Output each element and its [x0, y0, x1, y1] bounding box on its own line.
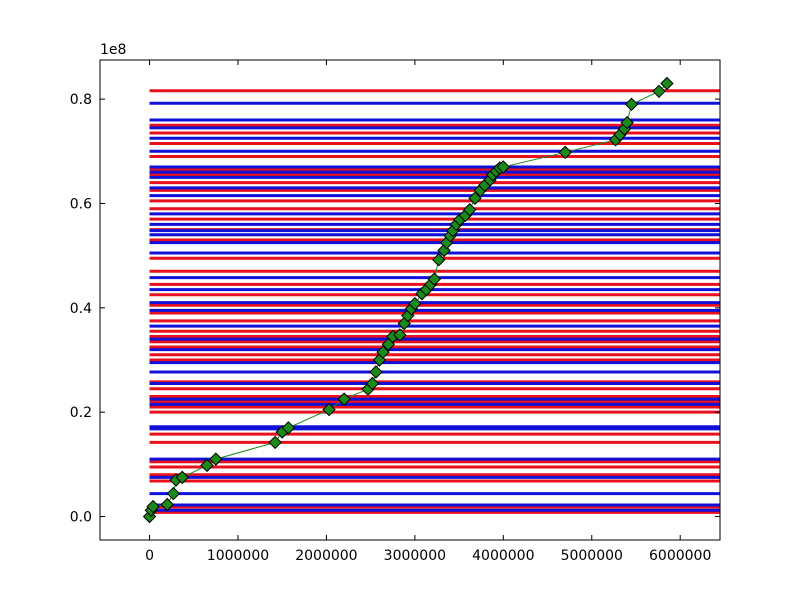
x-tick-label: 4000000 — [472, 548, 534, 564]
y-tick-label: 0.8 — [70, 92, 92, 108]
x-tick-label: 1000000 — [207, 548, 269, 564]
x-tick-label: 0 — [145, 548, 154, 564]
series-line-group — [149, 83, 668, 517]
data-point — [624, 97, 639, 112]
data-point — [660, 76, 674, 91]
x-tick-label: 2000000 — [295, 548, 357, 564]
data-point — [268, 435, 282, 450]
hlines-group — [149, 89, 720, 514]
y-offset-label: 1e8 — [100, 42, 126, 58]
data-point — [558, 145, 572, 160]
series-line — [149, 83, 668, 517]
x-axis-ticks: 0 1000000 2000000 3000000 4000000 5000000 6000… — [145, 60, 711, 564]
y-tick-label: 0.6 — [70, 196, 92, 212]
x-tick-label: 6000000 — [649, 548, 711, 564]
data-point — [376, 345, 390, 359]
y-tick-label: 0.4 — [70, 301, 92, 317]
data-point — [166, 486, 181, 501]
data-point — [393, 328, 407, 342]
data-point — [365, 376, 380, 391]
plot-frame — [99, 59, 721, 541]
data-point — [427, 272, 442, 286]
data-point — [462, 203, 477, 217]
data-point — [468, 191, 482, 205]
y-tick-label: 0.0 — [70, 510, 92, 526]
y-axis-ticks: 0.0 0.2 0.4 0.6 0.8 — [70, 92, 720, 526]
data-point — [496, 160, 511, 174]
y-tick-label: 0.2 — [70, 405, 92, 421]
data-point — [146, 499, 160, 514]
data-point — [369, 365, 383, 379]
data-point — [200, 458, 214, 473]
x-tick-label: 3000000 — [384, 548, 446, 564]
data-point — [322, 402, 336, 417]
data-point — [209, 452, 223, 466]
data-point — [337, 392, 351, 406]
data-point — [620, 115, 634, 130]
data-point — [408, 296, 422, 311]
data-point — [160, 497, 174, 512]
series-markers-group — [142, 76, 674, 524]
data-point — [652, 84, 666, 99]
data-point — [281, 421, 296, 435]
x-tick-label: 5000000 — [561, 548, 623, 564]
data-point — [432, 253, 446, 267]
data-point — [175, 470, 189, 485]
